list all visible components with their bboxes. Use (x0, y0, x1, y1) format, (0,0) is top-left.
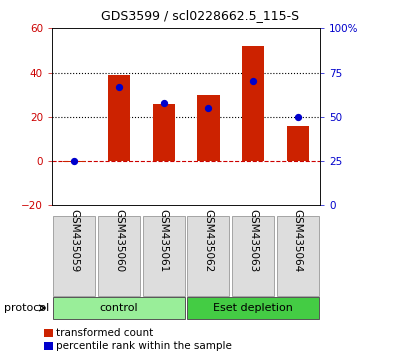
Text: GSM435064: GSM435064 (293, 209, 303, 272)
Point (71, 158, 78, 164)
Point (116, 84, 122, 90)
Text: GSM435062: GSM435062 (203, 209, 213, 272)
Bar (286, 126, 309, 161)
Bar (63, 161, 86, 162)
Bar (197, 95, 220, 161)
Text: GSM435059: GSM435059 (69, 209, 79, 272)
Text: transformed count: transformed count (56, 329, 153, 338)
Text: protocol: protocol (4, 303, 49, 313)
Text: GSM435063: GSM435063 (248, 209, 258, 272)
Text: control: control (100, 303, 138, 313)
Text: percentile rank within the sample: percentile rank within the sample (56, 341, 232, 351)
Text: GSM435060: GSM435060 (114, 209, 124, 272)
Text: GSM435061: GSM435061 (159, 209, 169, 272)
Point (250, 79, 256, 84)
Point (160, 100, 167, 105)
Bar (108, 75, 130, 161)
Bar (152, 104, 175, 161)
Text: GDS3599 / scl0228662.5_115-S: GDS3599 / scl0228662.5_115-S (101, 9, 299, 22)
Point (205, 105, 212, 111)
Bar (242, 46, 264, 161)
Point (294, 114, 301, 120)
Text: Eset depletion: Eset depletion (213, 303, 293, 313)
